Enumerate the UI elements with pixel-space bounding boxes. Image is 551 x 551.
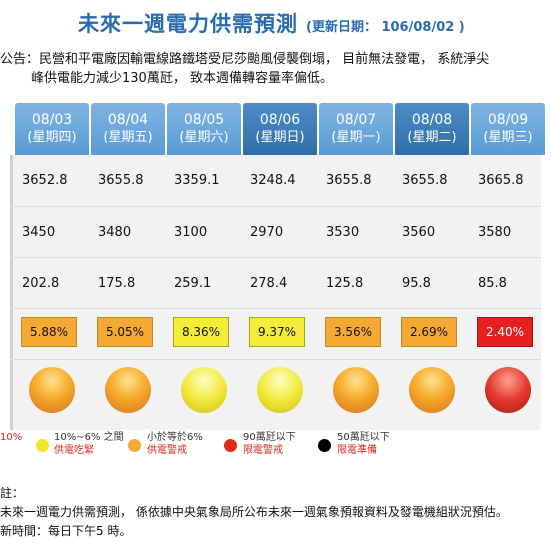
supply-status-light-icon — [257, 367, 303, 413]
day-header-08-09: 08/09 (星期三) — [471, 103, 545, 155]
demand-value: 3580 — [478, 225, 512, 240]
demand-value: 3530 — [326, 225, 360, 240]
legend-range: 90萬瓩以下 — [243, 432, 296, 443]
legend-dot-icon — [36, 439, 49, 452]
announcement-line-2: 峰供電能力減少130萬瓩， 致本週備轉容量率偏低。 — [31, 71, 333, 86]
update-time-text: 新時間：每日下午5 時。 — [0, 524, 132, 538]
supply-value: 3655.8 — [98, 173, 144, 188]
day-date: 08/05 — [183, 112, 225, 128]
supply-status-light-icon — [333, 367, 379, 413]
forecast-table: 08/03 (星期四) 3652.8 3450 202.8 5.88% 08/04 (星期五)… — [10, 103, 545, 430]
footnote: 註： 未來一週電力供需預測， 係依據中央氣象局所公布未來一週氣象預報資料及發電機… — [0, 484, 551, 541]
supply-value: 3665.8 — [478, 173, 524, 188]
row-divider — [10, 308, 541, 309]
legend-status: 供電吃緊 — [54, 445, 94, 456]
legend-dot-icon — [224, 439, 237, 452]
row-divider — [10, 359, 541, 360]
demand-value: 3480 — [98, 225, 132, 240]
day-weekday: (星期四) — [27, 130, 77, 145]
reserve-rate-badge: 8.36% — [173, 317, 229, 347]
day-header-08-07: 08/07 (星期一) — [319, 103, 393, 155]
day-date: 08/03 — [31, 112, 73, 128]
day-date: 08/06 — [259, 112, 301, 128]
legend-status: 供電警戒 — [147, 445, 187, 456]
day-weekday: (星期二) — [407, 130, 457, 145]
legend-range: 10%~6% 之間 — [54, 432, 124, 443]
reserve-value: 95.8 — [402, 276, 431, 291]
reserve-value: 259.1 — [174, 276, 212, 291]
supply-value: 3359.1 — [174, 173, 220, 188]
reserve-value: 278.4 — [250, 276, 288, 291]
legend-dot-icon — [128, 439, 141, 452]
reserve-value: 85.8 — [478, 276, 507, 291]
day-weekday: (星期五) — [103, 130, 153, 145]
title-text: 未來一週電力供需預測 — [78, 12, 298, 36]
legend-dot-icon — [318, 439, 331, 452]
reserve-rate-badge: 9.37% — [249, 317, 305, 347]
reserve-rate-badge: 2.69% — [401, 317, 457, 347]
footnote-label: 註： — [0, 486, 25, 500]
supply-value: 3652.8 — [22, 173, 68, 188]
row-divider — [10, 257, 541, 258]
day-weekday: (星期一) — [331, 130, 381, 145]
announcement: 公告：民營和平電廠因輸電線路鐵塔受尼莎颱風侵襲倒塌， 目前無法發電， 系統淨尖 … — [0, 50, 551, 88]
day-header-08-03: 08/03 (星期四) — [15, 103, 89, 155]
legend: 10% 10%~6% 之間 供電吃緊 小於等於6% 供電警戒 90萬瓩以下 限電警戒 50萬瓩… — [0, 431, 551, 461]
supply-status-light-icon — [29, 367, 75, 413]
legend-range: 10% — [0, 432, 23, 443]
supply-status-light-icon — [105, 367, 151, 413]
update-date: (更新日期： 106/08/02 ) — [306, 20, 465, 35]
day-header-08-06: 08/06 (星期日) — [243, 103, 317, 155]
reserve-rate-badge: 5.88% — [21, 317, 77, 347]
supply-status-light-icon — [181, 367, 227, 413]
demand-value: 3560 — [402, 225, 436, 240]
announcement-line-1: 公告：民營和平電廠因輸電線路鐵塔受尼莎颱風侵襲倒塌， 目前無法發電， 系統淨尖 — [0, 52, 490, 67]
day-date: 08/04 — [107, 112, 149, 128]
reserve-rate-badge: 5.05% — [97, 317, 153, 347]
supply-status-light-icon — [409, 367, 455, 413]
reserve-rate-badge: 3.56% — [325, 317, 381, 347]
reserve-value: 125.8 — [326, 276, 364, 291]
day-weekday: (星期日) — [255, 130, 305, 145]
day-header-08-08: 08/08 (星期二) — [395, 103, 469, 155]
day-date: 08/09 — [487, 112, 529, 128]
supply-value: 3248.4 — [250, 173, 296, 188]
day-header-08-04: 08/04 (星期五) — [91, 103, 165, 155]
supply-value: 3655.8 — [326, 173, 372, 188]
row-divider — [10, 206, 541, 207]
reserve-value: 175.8 — [98, 276, 136, 291]
reserve-rate-badge: 2.40% — [477, 317, 533, 347]
reserve-value: 202.8 — [22, 276, 60, 291]
legend-status: 限電準備 — [337, 445, 377, 456]
row-label-bar — [10, 155, 13, 430]
demand-value: 3450 — [22, 225, 56, 240]
legend-status: 限電警戒 — [243, 445, 283, 456]
page-title: 未來一週電力供需預測 (更新日期： 106/08/02 ) — [78, 8, 465, 38]
legend-range: 小於等於6% — [147, 432, 203, 443]
demand-value: 3100 — [174, 225, 208, 240]
day-date: 08/07 — [335, 112, 377, 128]
day-header-08-05: 08/05 (星期六) — [167, 103, 241, 155]
day-weekday: (星期六) — [179, 130, 229, 145]
legend-range: 50萬瓩以下 — [337, 432, 390, 443]
day-weekday: (星期三) — [483, 130, 533, 145]
day-date: 08/08 — [411, 112, 453, 128]
supply-status-light-icon — [485, 367, 531, 413]
footnote-text: 未來一週電力供需預測， 係依據中央氣象局所公布未來一週氣象預報資料及發電機組狀況… — [0, 505, 508, 519]
demand-value: 2970 — [250, 225, 284, 240]
supply-value: 3655.8 — [402, 173, 448, 188]
